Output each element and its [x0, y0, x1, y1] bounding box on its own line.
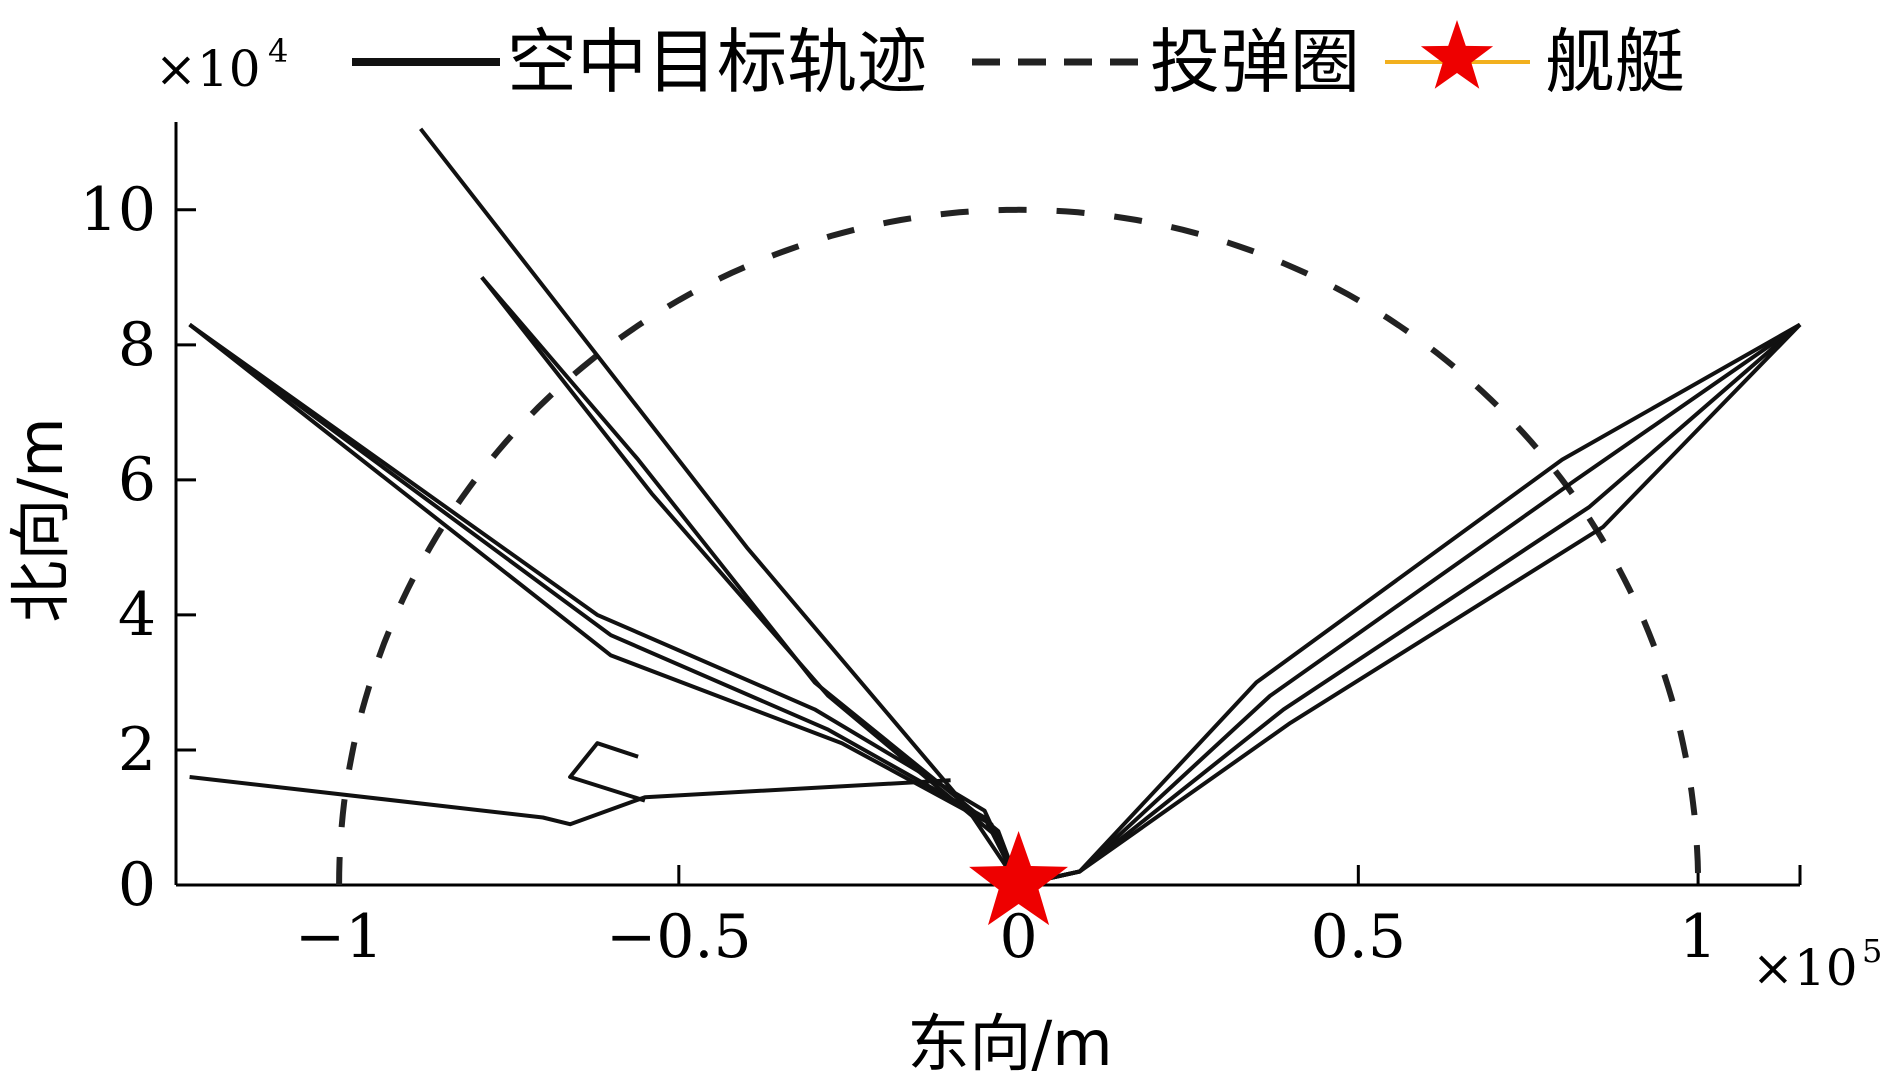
ship-marker: [969, 831, 1068, 926]
trajectory-line-6: [419, 127, 1021, 887]
x-tick-label: 0.5: [1311, 902, 1406, 972]
y-tick-label: 6: [118, 445, 156, 515]
trajectory-line-3: [188, 322, 1021, 886]
y-multiplier: ×10 4: [155, 32, 288, 98]
x-multiplier-base: ×10: [1752, 939, 1858, 997]
trajectory-line-10: [1018, 322, 1802, 887]
y-tick-label: 10: [80, 175, 156, 245]
trajectory-line-11: [1018, 323, 1802, 887]
legend-label-ship: 舰艇: [1545, 21, 1685, 103]
legend-label-circle: 投弹圈: [1150, 21, 1360, 103]
bombing-circle: [336, 206, 1702, 886]
trajectory-line-2: [568, 741, 646, 803]
x-multiplier-exponent: 5: [1862, 932, 1882, 970]
trajectory-line-1: [189, 775, 951, 827]
trajectory-series: [188, 127, 1802, 887]
x-axis-label: 东向/m: [907, 1007, 1112, 1080]
legend-star-marker: [1420, 20, 1494, 89]
x-multiplier: ×10 5: [1752, 932, 1882, 997]
y-tick-label: 2: [118, 715, 156, 785]
y-tick-label: 4: [118, 580, 156, 650]
legend: ×10 4 空中目标轨迹 投弹圈 舰艇: [155, 20, 1685, 103]
x-tick-label: 1: [1679, 902, 1717, 972]
trajectory-line-5: [188, 323, 1021, 886]
axes: −1 −0.5 0 0.5 1 0 2 4 6 8 10: [80, 122, 1802, 972]
y-ticks: 0 2 4 6 8 10: [80, 175, 196, 920]
trajectory-line-8: [480, 276, 1021, 886]
y-tick-label: 8: [118, 310, 156, 380]
trajectory-line-12: [1018, 323, 1802, 887]
trajectory-line-9: [1018, 322, 1801, 887]
y-axis-label: 北向/m: [4, 417, 77, 622]
y-tick-label: 0: [118, 850, 156, 920]
y-multiplier-exponent: 4: [268, 32, 288, 70]
legend-label-trajectory: 空中目标轨迹: [507, 21, 927, 103]
x-tick-label: −1: [295, 902, 383, 972]
x-tick-label: 0: [999, 902, 1037, 972]
x-tick-label: −0.5: [606, 902, 752, 972]
y-multiplier-base: ×10: [155, 40, 261, 98]
x-ticks: −1 −0.5 0 0.5 1: [295, 865, 1802, 972]
trajectory-line-4: [188, 322, 1021, 886]
